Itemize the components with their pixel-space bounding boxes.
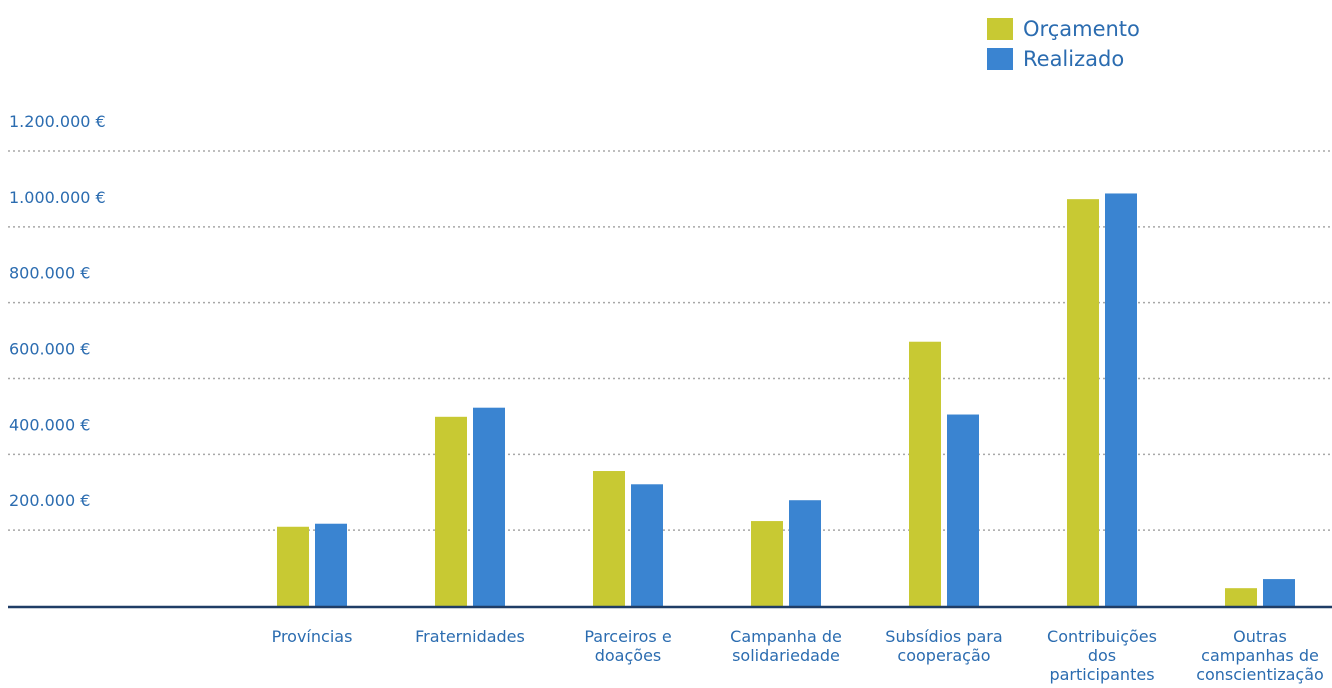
bar-orcamento (277, 526, 309, 606)
legend-swatch-orcamento (987, 18, 1013, 40)
bar-realizado (315, 523, 347, 606)
x-tick-label: Províncias (272, 627, 353, 646)
bar-realizado (1263, 579, 1295, 606)
x-tick-label: Parceiros e doações (584, 627, 671, 665)
y-tick-label: 200.000 € (9, 491, 90, 510)
x-tick-label: Campanha de solidariedade (730, 627, 842, 665)
x-tick-label: Outras campanhas de conscientização (1196, 627, 1324, 684)
x-tick-label: Fraternidades (415, 627, 525, 646)
x-tick-label: Contribuições dos participantes (1047, 627, 1157, 684)
bar-orcamento (1067, 199, 1099, 606)
bar-realizado (631, 484, 663, 606)
bar-orcamento (435, 416, 467, 606)
y-tick-label: 400.000 € (9, 415, 90, 434)
legend-item-realizado: Realizado (987, 44, 1140, 74)
bar-orcamento (751, 521, 783, 606)
legend-swatch-realizado (987, 48, 1013, 70)
y-tick-label: 600.000 € (9, 340, 90, 359)
bar-realizado (473, 407, 505, 606)
legend-label-realizado: Realizado (1023, 47, 1125, 71)
x-tick-label: Subsídios para cooperação (885, 627, 1002, 665)
y-tick-label: 800.000 € (9, 264, 90, 283)
legend-label-orcamento: Orçamento (1023, 17, 1140, 41)
bar-orcamento (909, 341, 941, 606)
y-tick-label: 1.000.000 € (9, 188, 106, 207)
bar-orcamento (593, 471, 625, 606)
bar-realizado (947, 414, 979, 606)
legend-item-orcamento: Orçamento (987, 14, 1140, 44)
legend: Orçamento Realizado (987, 14, 1140, 74)
y-tick-label: 1.200.000 € (9, 112, 106, 131)
bar-orcamento (1225, 588, 1257, 606)
bar-realizado (789, 500, 821, 606)
bar-realizado (1105, 193, 1137, 606)
